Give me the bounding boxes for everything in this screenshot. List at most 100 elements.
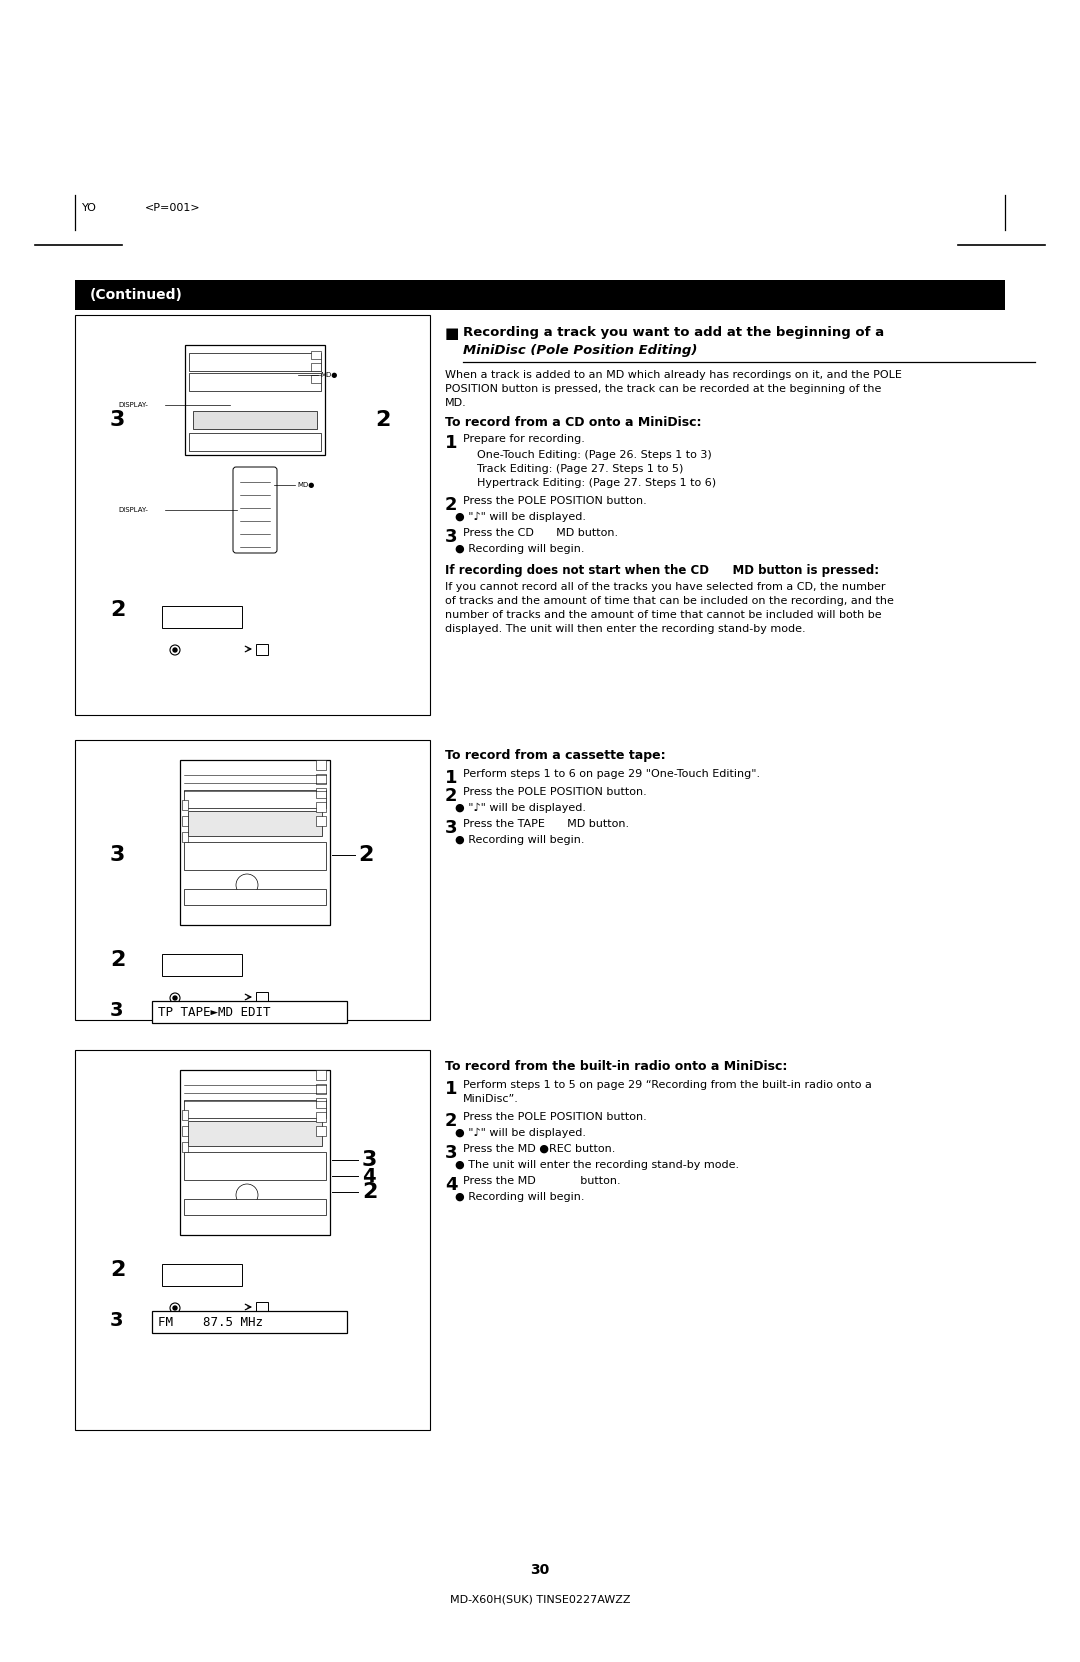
Text: 3: 3	[362, 1150, 377, 1170]
Text: MD●: MD●	[320, 372, 337, 377]
Text: 3: 3	[110, 1311, 123, 1330]
Bar	[193, 411, 318, 429]
Text: 2: 2	[110, 600, 125, 620]
Text: displayed. The unit will then enter the recording stand-by mode.: displayed. The unit will then enter the …	[445, 623, 806, 633]
Text: MD●: MD●	[297, 482, 314, 489]
Bar	[180, 1070, 330, 1235]
Bar	[188, 1120, 322, 1147]
Bar	[316, 1112, 326, 1122]
Bar	[183, 1142, 188, 1152]
Text: FM    87.5 MHz: FM 87.5 MHz	[158, 1316, 264, 1328]
Text: Press the POLE POSITION button.: Press the POLE POSITION button.	[463, 495, 647, 505]
Text: Press the POLE POSITION button.: Press the POLE POSITION button.	[463, 788, 647, 798]
Text: Recording a track you want to add at the beginning of a: Recording a track you want to add at the…	[463, 326, 885, 339]
Text: MD.: MD.	[445, 397, 467, 407]
Text: To record from a CD onto a MiniDisc:: To record from a CD onto a MiniDisc:	[445, 416, 702, 429]
Text: 2: 2	[357, 844, 374, 864]
Bar	[311, 376, 321, 382]
Text: Press the TAPE  MD button.: Press the TAPE MD button.	[463, 819, 630, 829]
Bar	[311, 362, 321, 371]
Bar	[189, 352, 321, 371]
Text: ■: ■	[445, 326, 459, 341]
Bar	[185, 346, 325, 455]
Text: When a track is added to an MD which already has recordings on it, and the POLE: When a track is added to an MD which alr…	[445, 371, 902, 381]
Bar	[183, 1125, 188, 1137]
Bar	[180, 760, 330, 926]
Bar	[75, 316, 430, 715]
Bar	[188, 811, 322, 836]
Bar	[256, 1301, 268, 1313]
Text: If recording does not start when the CD  MD button is pressed:: If recording does not start when the CD …	[445, 563, 879, 577]
Text: of tracks and the amount of time that can be included on the recording, and the: of tracks and the amount of time that ca…	[445, 597, 894, 607]
Text: Prepare for recording.: Prepare for recording.	[463, 434, 585, 444]
Text: 2: 2	[110, 951, 125, 971]
Text: <P=001>: <P=001>	[145, 203, 201, 213]
Text: (Continued): (Continued)	[90, 288, 183, 302]
Text: POSITION button is pressed, the track can be recorded at the beginning of the: POSITION button is pressed, the track ca…	[445, 384, 881, 394]
Bar	[75, 1050, 430, 1429]
Text: ● The unit will enter the recording stand-by mode.: ● The unit will enter the recording stan…	[455, 1160, 739, 1170]
Bar	[184, 843, 326, 869]
Bar	[316, 1070, 326, 1080]
Bar	[152, 1001, 347, 1024]
Text: number of tracks and the amount of time that cannot be included will both be: number of tracks and the amount of time …	[445, 610, 881, 620]
Text: Press the POLE POSITION button.: Press the POLE POSITION button.	[463, 1112, 647, 1122]
Bar	[311, 351, 321, 359]
Text: Perform steps 1 to 6 on page 29 "One-Touch Editing".: Perform steps 1 to 6 on page 29 "One-Tou…	[463, 770, 760, 779]
Bar	[184, 789, 326, 808]
Bar	[162, 607, 242, 628]
Text: ● Recording will begin.: ● Recording will begin.	[455, 1192, 584, 1202]
Bar	[189, 372, 321, 391]
Text: 2: 2	[375, 411, 390, 430]
Text: DISPLAY-: DISPLAY-	[118, 507, 148, 514]
Text: Press the MD    button.: Press the MD button.	[463, 1177, 621, 1187]
Bar	[184, 1198, 326, 1215]
Text: 3: 3	[110, 411, 125, 430]
Text: Press the CD  MD button.: Press the CD MD button.	[463, 529, 618, 538]
Bar	[189, 434, 321, 450]
Text: 3: 3	[445, 1143, 458, 1162]
Circle shape	[173, 648, 177, 652]
FancyBboxPatch shape	[233, 467, 276, 553]
Bar	[184, 1152, 326, 1180]
Bar	[316, 1125, 326, 1137]
Text: ● "♪" will be displayed.: ● "♪" will be displayed.	[455, 512, 586, 522]
Bar	[316, 774, 326, 784]
Bar	[183, 799, 188, 809]
Bar	[75, 740, 430, 1020]
Text: To record from a cassette tape:: To record from a cassette tape:	[445, 750, 665, 761]
Text: MD-X60H(SUK) TINSE0227AWZZ: MD-X60H(SUK) TINSE0227AWZZ	[449, 1596, 631, 1605]
Text: 3: 3	[110, 1001, 123, 1019]
Bar	[316, 788, 326, 798]
Text: Press the MD ●REC button.: Press the MD ●REC button.	[463, 1143, 616, 1153]
Text: 2: 2	[362, 1182, 377, 1202]
Text: ● "♪" will be displayed.: ● "♪" will be displayed.	[455, 803, 586, 813]
Text: Perform steps 1 to 5 on page 29 “Recording from the built-in radio onto a: Perform steps 1 to 5 on page 29 “Recordi…	[463, 1080, 872, 1090]
Bar	[162, 954, 242, 976]
Text: To record from the built-in radio onto a MiniDisc:: To record from the built-in radio onto a…	[445, 1060, 787, 1074]
Text: MiniDisc (Pole Position Editing): MiniDisc (Pole Position Editing)	[463, 344, 698, 357]
Text: ● "♪" will be displayed.: ● "♪" will be displayed.	[455, 1128, 586, 1138]
Bar	[152, 1311, 347, 1333]
Text: 2: 2	[110, 1260, 125, 1280]
Text: 2: 2	[445, 495, 458, 514]
Text: 1: 1	[445, 1080, 458, 1099]
Bar	[162, 1265, 242, 1286]
Text: 30: 30	[530, 1562, 550, 1577]
Text: 2: 2	[445, 788, 458, 804]
Bar	[316, 803, 326, 813]
Text: DISPLAY-: DISPLAY-	[118, 402, 148, 407]
Bar	[316, 1084, 326, 1094]
Text: 1: 1	[445, 770, 458, 788]
Text: 4: 4	[445, 1177, 458, 1193]
Bar	[316, 816, 326, 826]
Text: 1: 1	[445, 434, 458, 452]
Text: TP TAPE►MD EDIT: TP TAPE►MD EDIT	[158, 1006, 270, 1019]
Text: 3: 3	[445, 819, 458, 838]
Text: If you cannot record all of the tracks you have selected from a CD, the number: If you cannot record all of the tracks y…	[445, 582, 886, 592]
Text: ● Recording will begin.: ● Recording will begin.	[455, 543, 584, 553]
Bar	[256, 643, 268, 655]
Bar	[316, 760, 326, 770]
Bar	[183, 1110, 188, 1120]
Circle shape	[173, 1306, 177, 1310]
